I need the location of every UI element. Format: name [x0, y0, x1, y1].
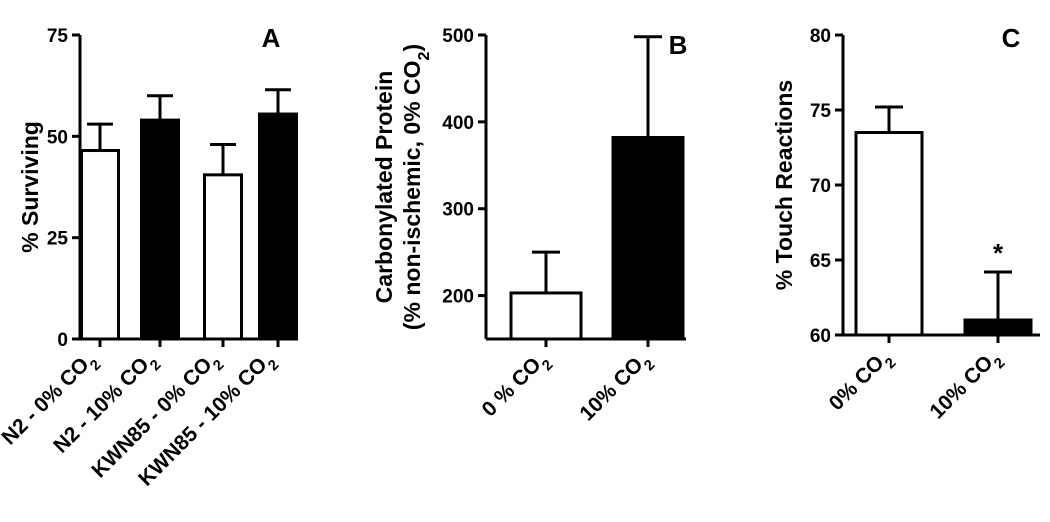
y-tick-label: 70 [810, 176, 831, 197]
x-tick-label: 0% CO2 [825, 345, 900, 420]
y-axis-title: Carbonylated Protein [371, 71, 397, 304]
y-tick-label: 500 [442, 26, 474, 47]
panel-b: 200 300 400 500 0 % CO2 10% CO2 B Carbonylated … [371, 26, 688, 430]
y-tick-label: 200 [442, 287, 474, 308]
bar [963, 318, 1033, 337]
y-tick-label: 60 [810, 326, 831, 347]
y-tick-label: 80 [810, 26, 831, 47]
bar [258, 112, 298, 341]
y-axis-title: % Touch Reactions [771, 80, 797, 290]
x-tick-label: 10% CO2 [575, 347, 658, 430]
bar [509, 291, 583, 341]
y-tick-label: 25 [47, 229, 69, 250]
bar [80, 149, 120, 341]
bar [854, 131, 924, 337]
panel-label: C [1002, 23, 1021, 53]
y-tick-label: 50 [47, 127, 68, 148]
panel-label: A [262, 23, 281, 53]
y-tick-label: 0 [57, 330, 68, 351]
panel-c: * 60 65 70 75 80 0% CO2 10% CO2 C % Touch Reactio… [771, 23, 1040, 428]
panel-label: B [669, 30, 688, 60]
y-tick-label: 75 [47, 26, 69, 47]
bar [140, 118, 180, 341]
y-tick-label: 400 [442, 113, 474, 134]
x-tick-label: 10% CO2 [925, 345, 1008, 428]
bar [203, 173, 243, 341]
y-tick-label: 75 [810, 101, 832, 122]
bar [611, 135, 685, 341]
y-tick-label: 65 [810, 251, 832, 272]
y-axis-title-line2: (% non-ischemic, 0% CO2) [399, 44, 433, 330]
significance-marker: * [993, 238, 1004, 268]
x-tick-label: 0 % CO2 [477, 347, 556, 426]
y-axis-title: % Surviving [17, 121, 43, 253]
y-tick-label: 300 [442, 200, 474, 221]
